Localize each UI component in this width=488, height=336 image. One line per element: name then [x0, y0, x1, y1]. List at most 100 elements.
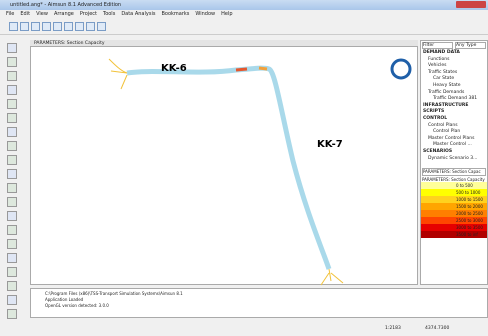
legend-swatch	[421, 182, 455, 189]
tool-button[interactable]	[20, 22, 29, 31]
tool-button[interactable]	[7, 295, 17, 305]
tree-item[interactable]: Dynamic Scenario 3...	[423, 156, 487, 163]
menu-item[interactable]: Bookmarks	[161, 10, 189, 18]
legend-swatch	[421, 196, 455, 203]
legend-item: 1500 to 2000	[421, 203, 487, 210]
tool-button[interactable]	[7, 71, 17, 81]
legend-label: 3500 to inf	[455, 231, 487, 238]
tool-button[interactable]	[31, 22, 40, 31]
legend-swatch	[421, 210, 455, 217]
log-panel: C:\Program Files (x86)\TSS-Transport Sim…	[30, 288, 488, 318]
tool-button[interactable]	[7, 85, 17, 95]
tool-button[interactable]	[7, 197, 17, 207]
menu-item[interactable]: View	[36, 10, 48, 18]
tool-button[interactable]	[7, 155, 17, 165]
legend-label: 1500 to 2000	[455, 203, 487, 210]
legend-swatch	[421, 224, 455, 231]
road-section	[127, 68, 329, 269]
tool-button[interactable]	[7, 99, 17, 109]
tree-item[interactable]: CONTROL	[423, 116, 487, 123]
legend-label: 0 to 500	[455, 182, 487, 189]
window-controls[interactable]	[456, 1, 486, 8]
legend-item: 0 to 500	[421, 182, 487, 189]
tool-button[interactable]	[7, 267, 17, 277]
network-map: KK-6 KK-7	[31, 41, 419, 286]
menu-item[interactable]: Tools	[103, 10, 115, 18]
tree-item[interactable]: Master Control ...	[423, 142, 487, 149]
legend-swatch	[421, 231, 455, 238]
type-dropdown[interactable]: Any Type	[455, 42, 486, 49]
log-line: OpenGL version detected: 3.0.0	[45, 303, 473, 309]
legend-label: 3000 to 3500	[455, 224, 487, 231]
tool-button[interactable]	[64, 22, 73, 31]
scale: 1:2183	[385, 326, 401, 331]
tool-button[interactable]	[7, 43, 17, 53]
legend-item: 500 to 1000	[421, 189, 487, 196]
menu-item[interactable]: Data Analysis	[121, 10, 155, 18]
legend-label: 1000 to 1500	[455, 196, 487, 203]
menu-item[interactable]: Window	[195, 10, 215, 18]
tree-item[interactable]: Vehicles	[423, 63, 487, 70]
tool-button[interactable]	[75, 22, 84, 31]
tool-button[interactable]	[7, 211, 17, 221]
legend-item: 1000 to 1500	[421, 196, 487, 203]
road-link	[321, 269, 343, 285]
filter-input[interactable]: Filter	[422, 42, 453, 49]
menu-item[interactable]: File	[6, 10, 14, 18]
viewport-tab[interactable]: PARAMETERS: Section Capacity	[30, 40, 418, 47]
tool-button[interactable]	[7, 225, 17, 235]
window-title: untitled.ang* - Aimsun 8.1 Advanced Edit…	[10, 2, 121, 8]
coordinates: 4374.7300	[425, 326, 449, 331]
menu-item[interactable]: Help	[221, 10, 232, 18]
menu-item[interactable]: Project	[80, 10, 97, 18]
tree-item[interactable]: SCRIPTS	[423, 109, 487, 116]
legend-label: 2000 to 2500	[455, 210, 487, 217]
tool-button[interactable]	[53, 22, 62, 31]
legend-label: 500 to 1000	[455, 189, 487, 196]
legend-swatch	[421, 217, 455, 224]
tool-button[interactable]	[7, 309, 17, 319]
tool-button[interactable]	[97, 22, 106, 31]
tool-button[interactable]	[7, 57, 17, 67]
tool-button[interactable]	[7, 281, 17, 291]
tool-button[interactable]	[7, 169, 17, 179]
road-link	[111, 71, 127, 89]
tool-button[interactable]	[7, 253, 17, 263]
tree-item[interactable]: Car State	[423, 76, 487, 83]
aimsun-window: untitled.ang* - Aimsun 8.1 Advanced Edit…	[0, 0, 488, 336]
tree-item[interactable]: Heavy State	[423, 83, 487, 90]
road-section	[259, 68, 267, 69]
legend-selector[interactable]: PARAMETERS: Section Capac	[422, 168, 486, 176]
tool-button[interactable]	[7, 141, 17, 151]
tool-button[interactable]	[7, 113, 17, 123]
map-label: KK-6	[161, 63, 187, 74]
tree-item[interactable]: Control Plan	[423, 129, 487, 136]
legend-item: 2500 to 3000	[421, 217, 487, 224]
tree-item[interactable]: SCENARIOS	[423, 149, 487, 156]
tree-item[interactable]: Traffic Demand 381	[423, 96, 487, 103]
tool-button[interactable]	[42, 22, 51, 31]
legend-item: 3000 to 3500	[421, 224, 487, 231]
tool-button[interactable]	[86, 22, 95, 31]
legend-item: 2000 to 2500	[421, 210, 487, 217]
tool-button[interactable]	[7, 127, 17, 137]
legend-swatch	[421, 189, 455, 196]
map-label: KK-7	[317, 139, 343, 150]
legend-swatch	[421, 203, 455, 210]
tool-palette	[6, 42, 26, 257]
toolbar	[0, 18, 488, 35]
status-bar: 1:2183 4374.7300	[0, 322, 488, 336]
menu-item[interactable]: Edit	[20, 10, 30, 18]
menu-bar: File Edit View Arrange Project Tools Data Anal…	[0, 10, 488, 18]
legend-label: 2500 to 3000	[455, 217, 487, 224]
logo	[392, 60, 410, 78]
map-viewport[interactable]: KK-6 KK-7	[30, 40, 418, 285]
tool-button[interactable]	[7, 183, 17, 193]
tool-button[interactable]	[9, 22, 18, 31]
project-panel: Filter Any Type DEMAND DATAFunctionsVehi…	[420, 40, 488, 285]
menu-item[interactable]: Arrange	[54, 10, 74, 18]
tree-item[interactable]: DEMAND DATA	[423, 50, 487, 57]
tool-button[interactable]	[7, 239, 17, 249]
